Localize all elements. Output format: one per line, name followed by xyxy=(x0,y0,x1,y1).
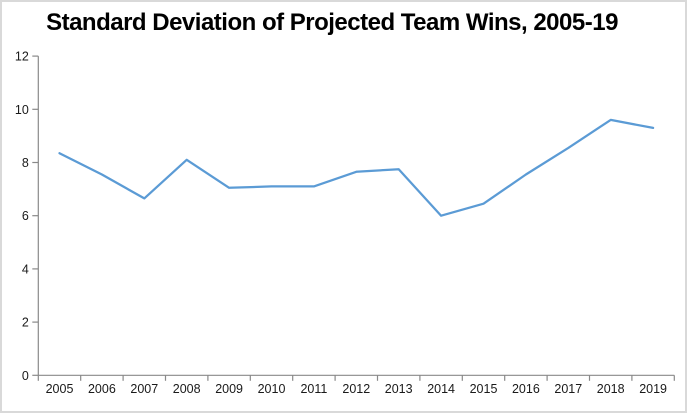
y-tick-label: 10 xyxy=(15,103,29,117)
x-tick-label: 2018 xyxy=(597,382,625,396)
data-series-line xyxy=(58,118,655,217)
x-tick-label: 2012 xyxy=(342,382,370,396)
y-tick-label: 2 xyxy=(22,316,29,330)
x-tick-label: 2016 xyxy=(512,382,540,396)
x-tick-label: 2014 xyxy=(427,382,455,396)
y-tick-label: 12 xyxy=(15,50,29,64)
x-tick-label: 2008 xyxy=(173,382,201,396)
y-tick-label: 8 xyxy=(22,156,29,170)
x-tick-label: 2005 xyxy=(46,382,74,396)
x-tick-label: 2011 xyxy=(300,382,327,396)
y-tick-label: 0 xyxy=(22,369,29,383)
x-tick-label: 2006 xyxy=(88,382,116,396)
x-tick-label: 2009 xyxy=(215,382,243,396)
y-tick-label: 4 xyxy=(22,262,29,276)
x-tick-label: 2010 xyxy=(258,382,286,396)
x-tick-label: 2007 xyxy=(130,382,158,396)
y-tick-label: 6 xyxy=(22,209,29,223)
chart-title: Standard Deviation of Projected Team Win… xyxy=(46,9,618,36)
x-tick-label: 2017 xyxy=(554,382,582,396)
x-tick-label: 2019 xyxy=(639,382,667,396)
x-tick-label: 2015 xyxy=(470,382,498,396)
x-tick-label: 2013 xyxy=(385,382,413,396)
